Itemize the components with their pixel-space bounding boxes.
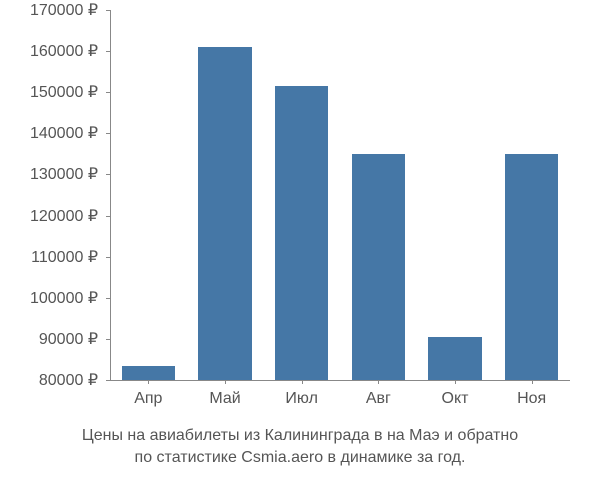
y-tick [106, 174, 110, 175]
bar [505, 154, 559, 380]
y-tick [106, 257, 110, 258]
bar [198, 47, 252, 380]
y-axis-label: 170000 ₽ [0, 0, 98, 20]
bar [122, 366, 176, 380]
x-axis-label: Авг [366, 390, 391, 408]
x-tick [455, 380, 456, 384]
y-axis-label: 140000 ₽ [0, 123, 98, 143]
y-tick [106, 298, 110, 299]
y-axis: 80000 ₽90000 ₽100000 ₽110000 ₽120000 ₽13… [0, 10, 104, 380]
y-tick [106, 92, 110, 93]
y-axis-label: 150000 ₽ [0, 82, 98, 102]
x-tick [378, 380, 379, 384]
x-axis-label: Ноя [517, 390, 546, 408]
y-tick [106, 339, 110, 340]
caption-line-2: по статистике Csmia.aero в динамике за г… [135, 449, 466, 466]
y-tick [106, 380, 110, 381]
x-axis-label: Апр [134, 390, 162, 408]
x-axis-label: Июл [285, 390, 317, 408]
y-axis-label: 160000 ₽ [0, 41, 98, 61]
y-tick [106, 10, 110, 11]
x-tick [532, 380, 533, 384]
y-axis-label: 90000 ₽ [0, 329, 98, 349]
y-axis-label: 110000 ₽ [0, 247, 98, 267]
x-tick [302, 380, 303, 384]
bar [275, 86, 329, 380]
y-axis-label: 120000 ₽ [0, 206, 98, 226]
y-tick [106, 133, 110, 134]
caption-line-1: Цены на авиабилеты из Калининграда в на … [82, 427, 518, 444]
bars-group [110, 10, 570, 380]
y-axis-label: 100000 ₽ [0, 288, 98, 308]
x-axis-label: Май [209, 390, 240, 408]
x-axis-line [110, 380, 570, 381]
y-axis-label: 130000 ₽ [0, 164, 98, 184]
y-tick [106, 216, 110, 217]
x-tick [148, 380, 149, 384]
y-axis-label: 80000 ₽ [0, 370, 98, 390]
y-tick [106, 51, 110, 52]
chart-caption: Цены на авиабилеты из Калининграда в на … [0, 425, 600, 468]
plot-area [110, 10, 570, 380]
bar [352, 154, 406, 380]
bar [428, 337, 482, 380]
x-axis-label: Окт [442, 390, 469, 408]
x-axis-labels: Апр Май Июл Авг Окт Ноя [110, 390, 570, 415]
price-chart: 80000 ₽ 90000 ₽ 100000 ₽ 110000 ₽ 120000 ₽ 13… [0, 0, 600, 500]
x-tick [225, 380, 226, 384]
